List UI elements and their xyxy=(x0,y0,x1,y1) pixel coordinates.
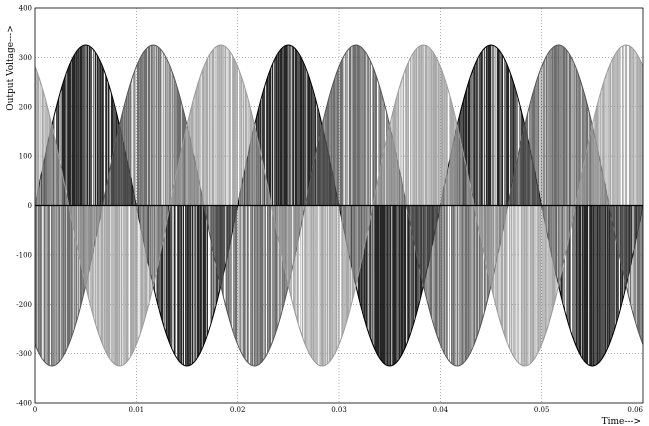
series-2 xyxy=(35,44,643,367)
x-tick-label: 0.01 xyxy=(129,406,145,414)
x-axis-label: Time---> xyxy=(602,417,641,426)
envelope-line xyxy=(35,44,643,367)
x-tick-label: 0.06 xyxy=(627,406,643,414)
y-tick-label: -100 xyxy=(16,251,32,259)
series-3 xyxy=(35,44,643,367)
waveform-series xyxy=(35,44,643,367)
y-tick-label: 300 xyxy=(19,54,32,62)
y-axis-ticks: -400 -300 -200 -100 0 100 200 300 400 xyxy=(16,5,32,408)
y-tick-label: -300 xyxy=(16,350,32,358)
plot-frame xyxy=(34,7,644,404)
y-axis-label: Output Voltage---> xyxy=(6,25,16,111)
x-tick-label: 0.04 xyxy=(433,406,449,414)
y-tick-label: -400 xyxy=(16,400,32,408)
x-tick-label: 0 xyxy=(33,406,37,414)
pwm-pulses xyxy=(35,45,643,366)
x-tick-label: 0.05 xyxy=(534,406,550,414)
x-tick-label: 0.02 xyxy=(230,406,246,414)
pwm-pulses xyxy=(35,45,643,366)
y-tick-label: 100 xyxy=(19,153,32,161)
x-axis-ticks: 0 0.01 0.02 0.03 0.04 0.05 0.06 xyxy=(33,406,644,414)
y-tick-label: 200 xyxy=(19,103,32,111)
y-tick-label: 400 xyxy=(19,5,32,13)
y-tick-label: 0 xyxy=(28,202,32,210)
y-tick-label: -200 xyxy=(16,301,32,309)
envelope-line xyxy=(35,44,643,367)
x-tick-label: 0.03 xyxy=(331,406,347,414)
